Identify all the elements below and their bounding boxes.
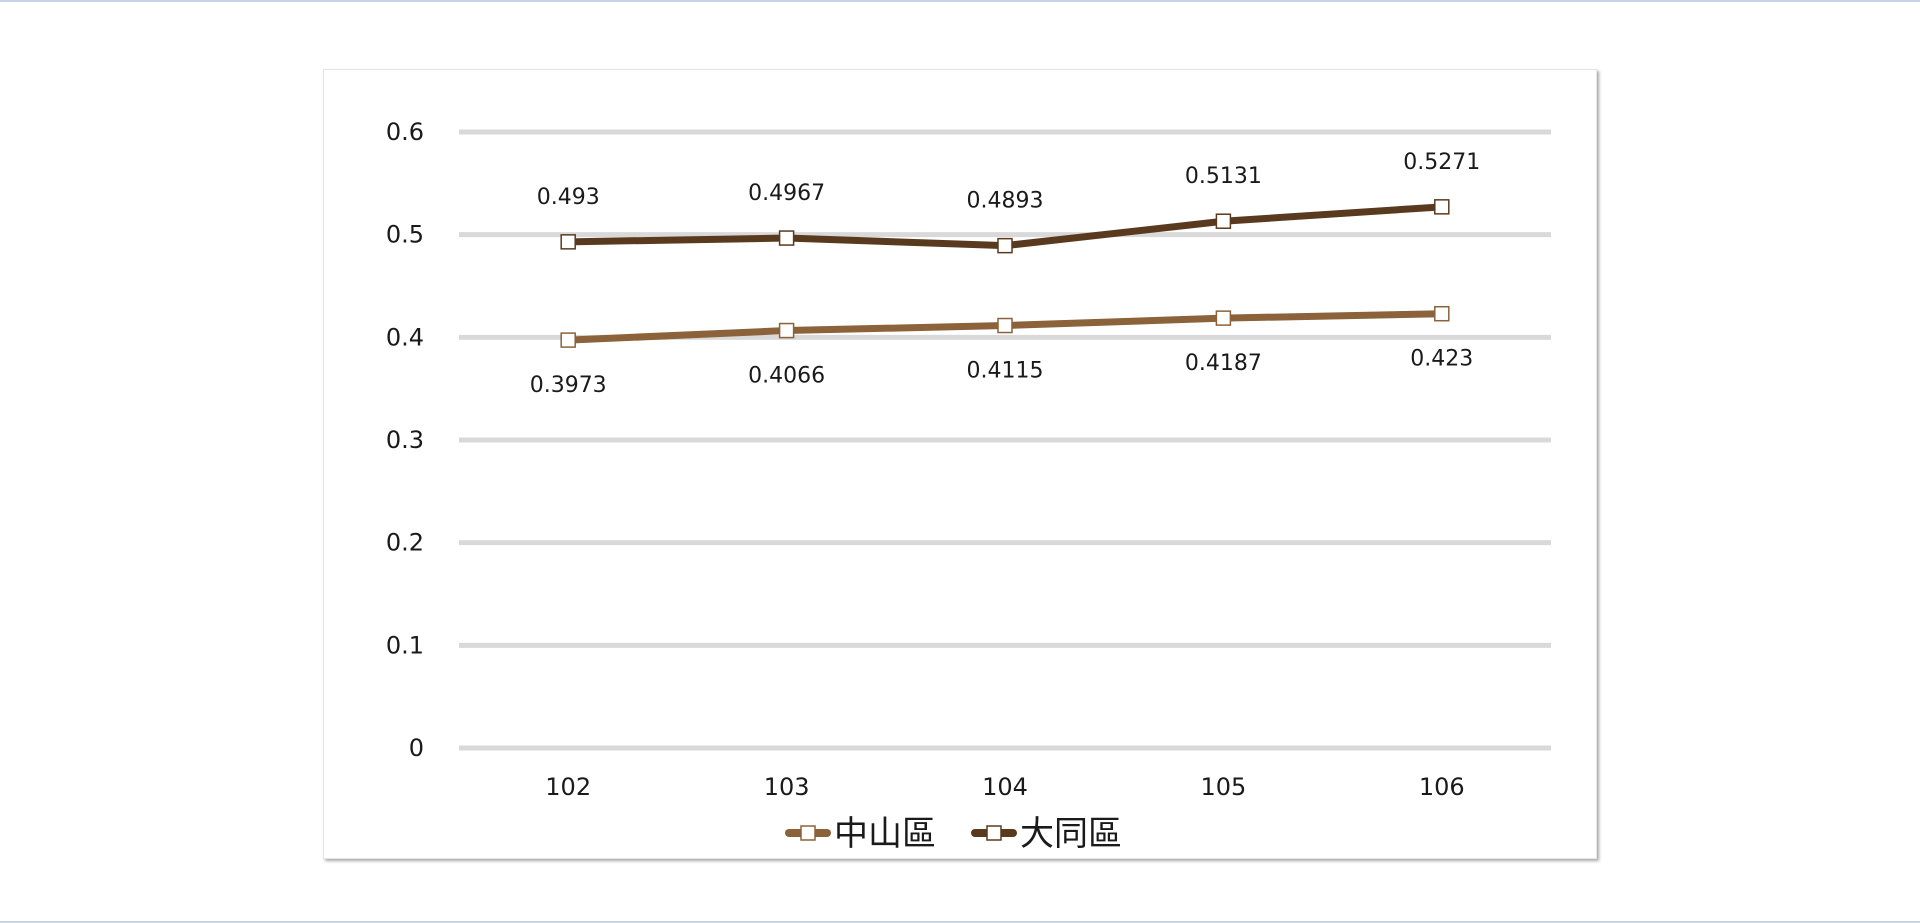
data-label: 0.5271 (1403, 150, 1480, 175)
y-tick-label: 0.6 (386, 118, 424, 146)
data-label: 0.4893 (967, 189, 1044, 214)
data-label: 0.4115 (967, 359, 1044, 384)
data-label: 0.4187 (1185, 351, 1262, 376)
data-point (1215, 310, 1232, 326)
data-point (997, 317, 1013, 334)
data-point (1434, 199, 1450, 215)
y-tick-label: 0.3 (386, 426, 424, 454)
y-tick-label: 0.1 (386, 631, 424, 659)
data-label: 0.493 (537, 185, 600, 210)
x-tick-label: 102 (545, 773, 591, 801)
x-tick-label: 103 (764, 773, 810, 801)
y-tick-label: 0.2 (386, 529, 424, 557)
line-chart: 0 0.1 0.2 0.3 0.4 0.5 0.6 102 103 104 105 106 0.3973… (386, 118, 1551, 854)
data-point (997, 237, 1013, 254)
data-label: 0.4066 (748, 364, 825, 389)
chart-card: 0 0.1 0.2 0.3 0.4 0.5 0.6 102 103 104 105 106 0.3973… (323, 69, 1597, 859)
legend-label: 大同區 (1020, 814, 1122, 854)
data-point (778, 322, 795, 339)
data-label: 0.4967 (748, 181, 825, 206)
data-label: 0.3973 (530, 373, 607, 398)
data-point (1215, 213, 1232, 229)
x-tick-label: 106 (1419, 773, 1465, 801)
data-point (560, 234, 576, 250)
data-point (560, 332, 576, 348)
legend-swatch-marker (800, 825, 816, 841)
x-tick-label: 105 (1200, 773, 1246, 801)
data-label: 0.5131 (1185, 164, 1262, 189)
data-point (778, 230, 795, 246)
y-tick-label: 0.5 (386, 221, 424, 249)
data-label: 0.423 (1410, 347, 1473, 372)
legend-label: 中山區 (834, 814, 936, 854)
y-tick-label: 0.4 (386, 323, 424, 351)
data-point (1434, 305, 1450, 322)
legend-swatch-marker (986, 825, 1002, 841)
y-tick-label: 0 (409, 734, 424, 762)
x-tick-label: 104 (982, 773, 1028, 801)
